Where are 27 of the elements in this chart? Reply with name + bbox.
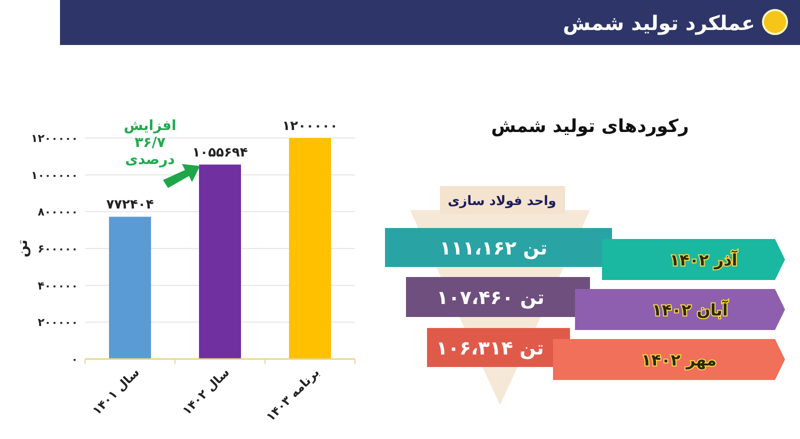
x-tick-label: سال ۱۴۰۲	[180, 365, 232, 418]
text: رکوردهای تولید شمش	[491, 116, 689, 137]
x-tick-label: برنامه ۱۴۰۳	[263, 365, 322, 424]
text: آذر ۱۴۰۲	[670, 250, 738, 270]
y-tick-label: ۲۰۰۰۰۰	[38, 316, 78, 330]
y-tick-label: ۱۰۰۰۰۰۰	[31, 168, 78, 182]
y-tick-label: ۱۲۰۰۰۰۰	[31, 132, 78, 145]
y-axis-title: تن	[15, 240, 31, 258]
y-tick-label: ۰	[71, 353, 78, 366]
text: مهر ۱۴۰۲	[641, 350, 717, 370]
y-tick-label: ۸۰۰۰۰۰	[38, 206, 78, 219]
text: واحد فولاد سازی	[448, 194, 556, 209]
data-label: ۱۲۰۰۰۰۰	[282, 119, 338, 134]
annotation: افزایش ۳۶/۷ درصدی	[124, 118, 176, 168]
bar	[199, 164, 241, 359]
text: ۱۰۷،۴۶۰ تن	[436, 287, 544, 309]
y-tick-label: ۴۰۰۰۰۰	[38, 279, 78, 292]
text: عملکرد تولید شمش	[562, 11, 755, 35]
x-tick-label: سال ۱۴۰۱	[90, 365, 142, 418]
data-label: ۱۰۵۵۶۹۴	[192, 146, 248, 161]
data-label: ۷۷۲۴۰۴	[106, 198, 154, 213]
text: آبان ۱۴۰۲	[652, 300, 728, 320]
bar	[109, 216, 151, 359]
bar	[289, 138, 331, 359]
y-tick-label: ۶۰۰۰۰۰	[38, 242, 78, 256]
text: ۱۰۶،۳۱۴ تن	[436, 338, 544, 360]
text: ۱۱۱،۱۶۲ تن	[440, 238, 548, 260]
